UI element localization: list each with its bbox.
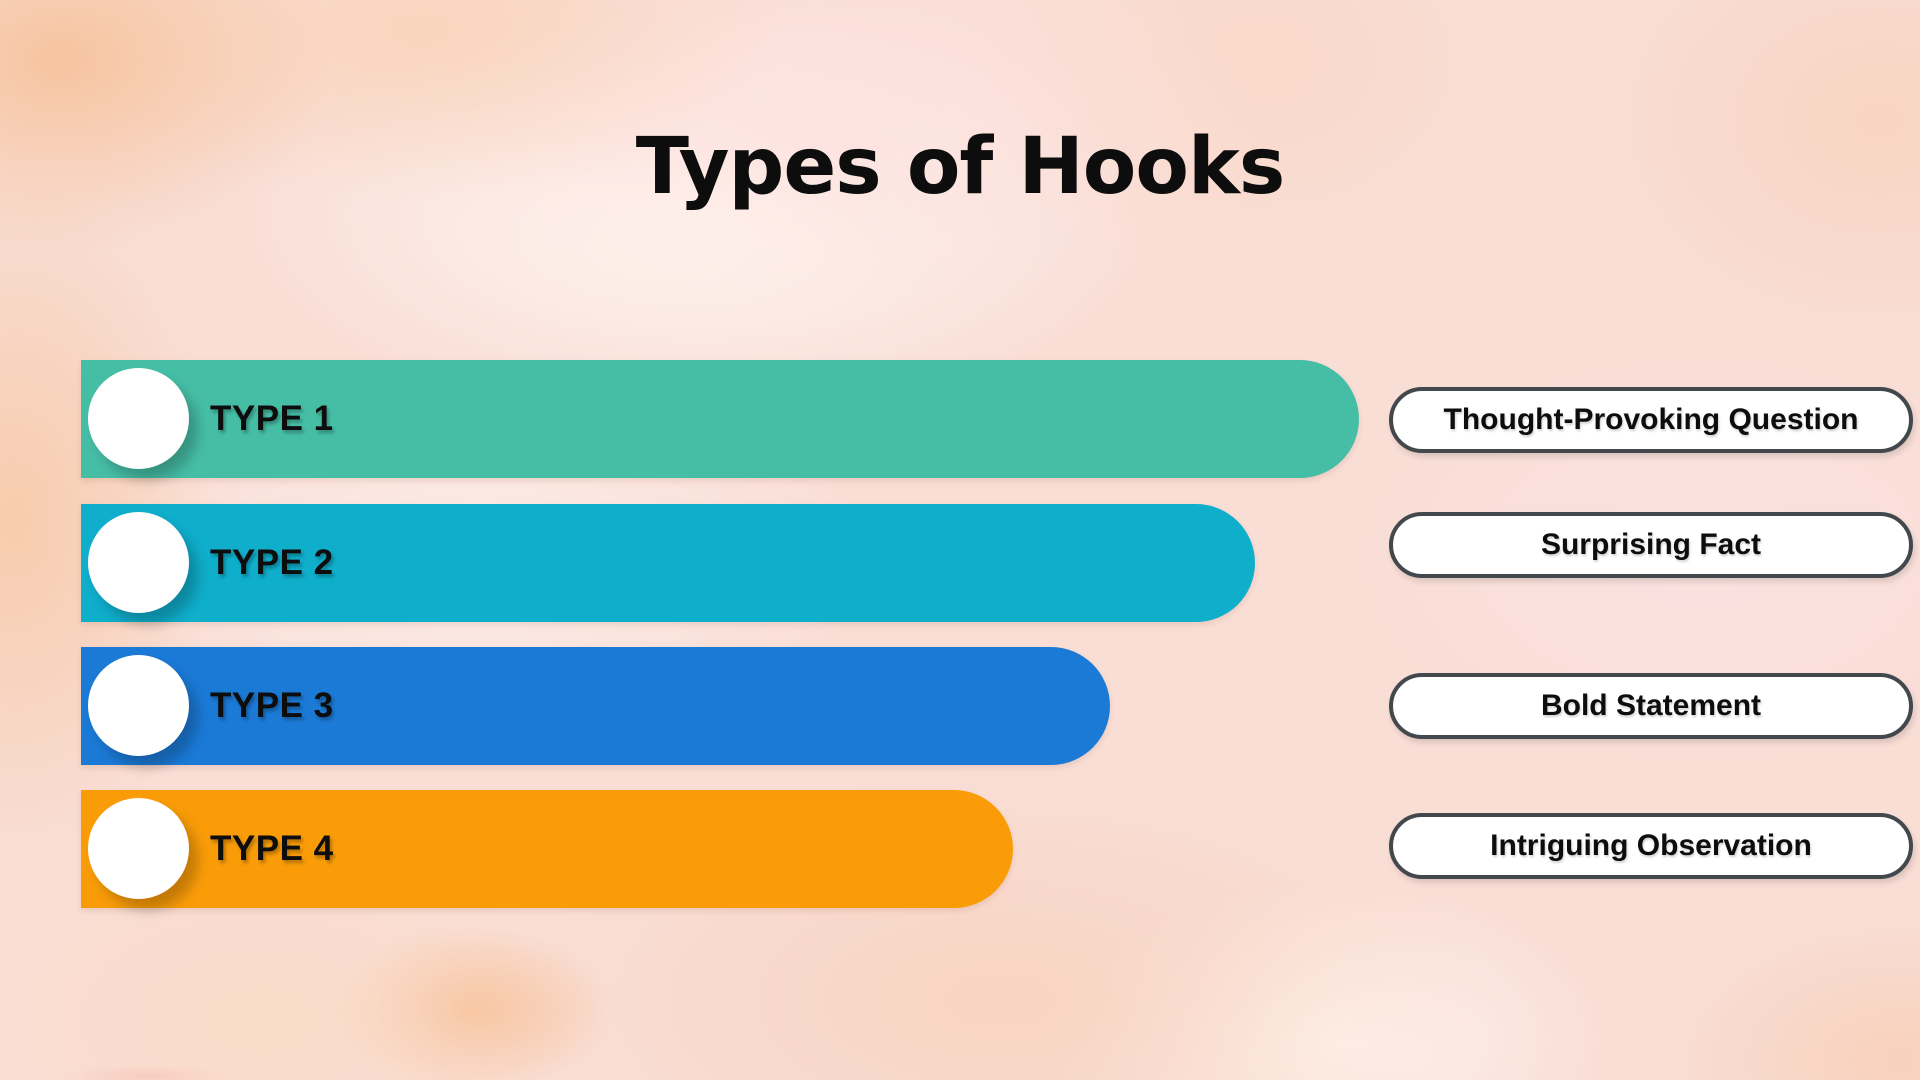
type-bar: TYPE 4 <box>81 790 1013 908</box>
hook-pill: Thought-Provoking Question <box>1389 387 1913 453</box>
hook-pill: Bold Statement <box>1389 673 1913 739</box>
page-title: Types of Hooks <box>635 122 1286 212</box>
type-bar: TYPE 3 <box>81 647 1110 765</box>
hook-pill-label: Bold Statement <box>1540 689 1762 722</box>
hook-pill-label: Intriguing Observation <box>1490 829 1812 862</box>
bullet-circle-icon <box>88 798 189 899</box>
hook-pill: Intriguing Observation <box>1389 813 1913 879</box>
bullet-circle-icon <box>88 655 189 756</box>
type-label: TYPE 1 <box>210 399 334 438</box>
hook-pill-label: Thought-Provoking Question <box>1443 403 1859 436</box>
type-bar: TYPE 1 <box>81 360 1359 478</box>
hook-pill-label: Surprising Fact <box>1540 528 1762 561</box>
type-label: TYPE 4 <box>210 829 334 868</box>
bullet-circle-icon <box>88 368 189 469</box>
type-label: TYPE 3 <box>210 686 334 725</box>
hook-pill: Surprising Fact <box>1389 512 1913 578</box>
bullet-circle-icon <box>88 512 189 613</box>
type-bar: TYPE 2 <box>81 504 1255 622</box>
type-label: TYPE 2 <box>210 543 334 582</box>
